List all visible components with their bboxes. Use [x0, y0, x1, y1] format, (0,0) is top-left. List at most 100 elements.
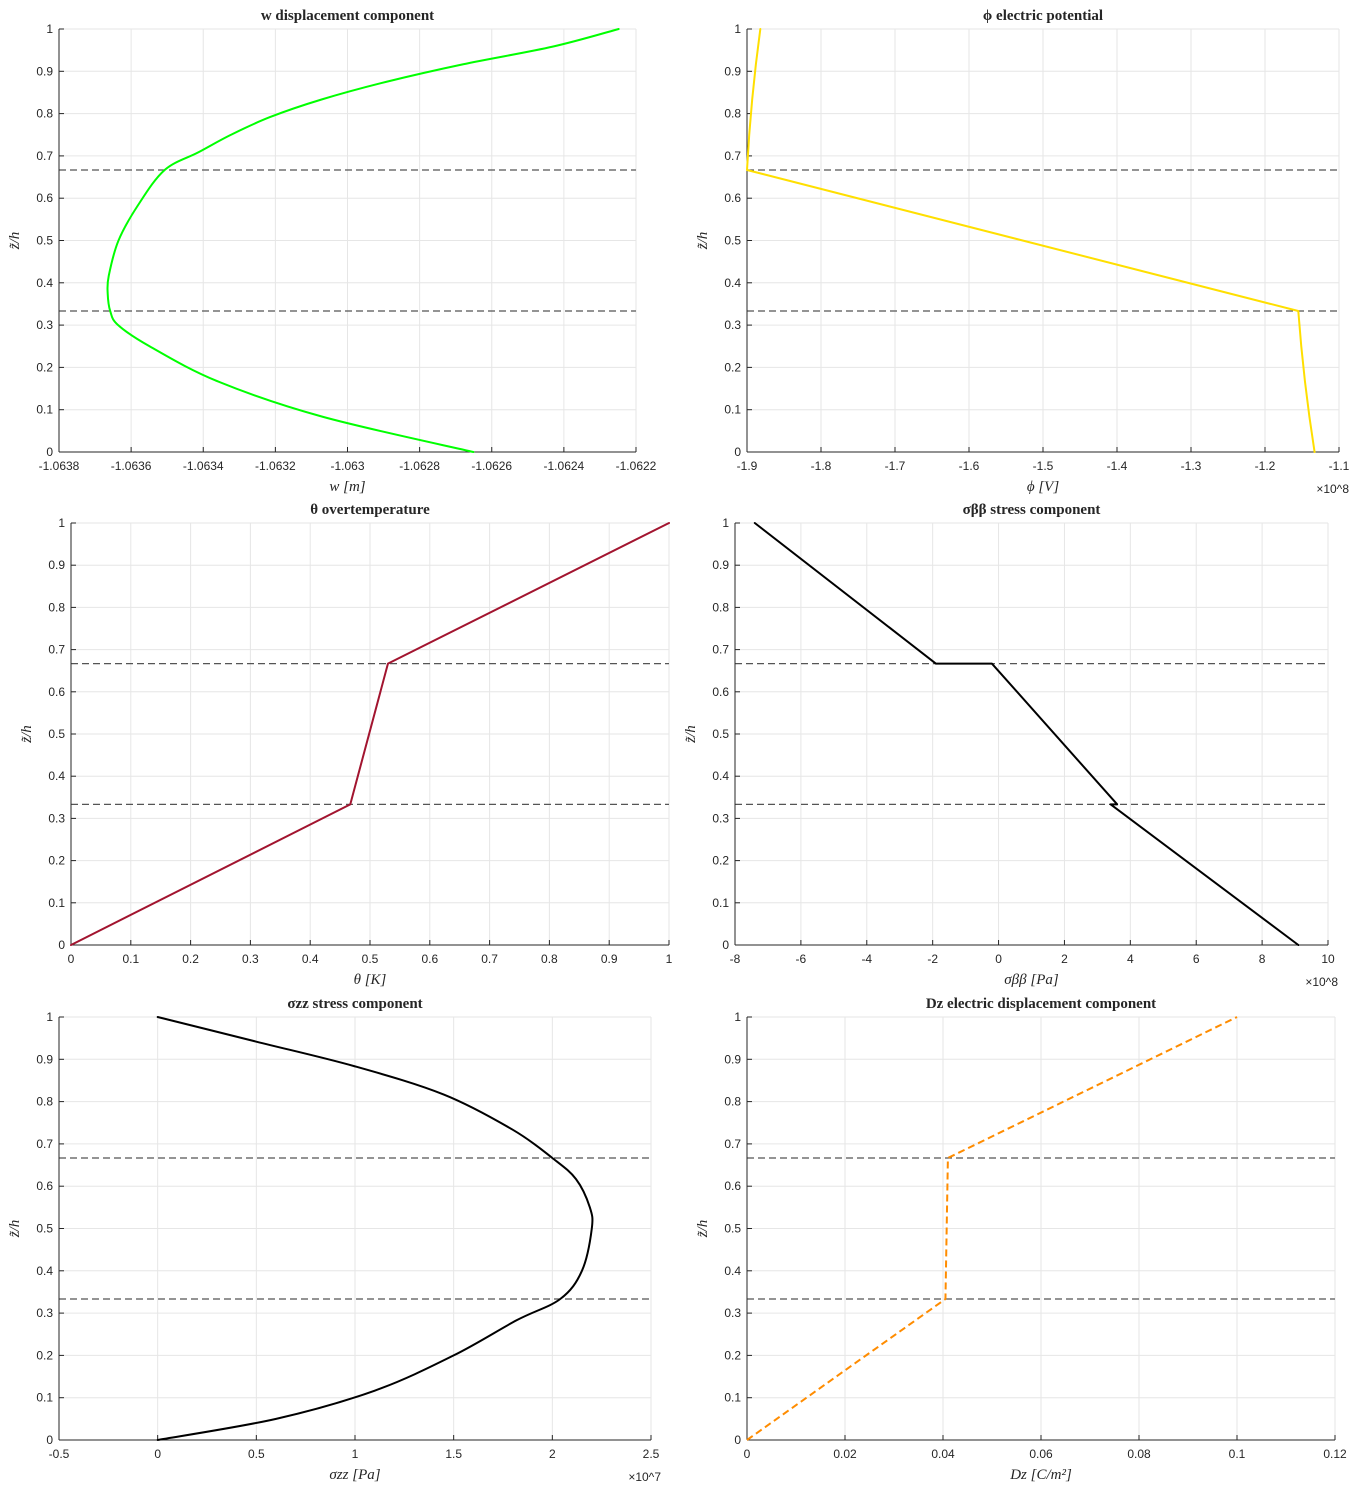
y-tick-label: 0.7: [712, 643, 729, 657]
x-tick-label: -1.2: [1255, 459, 1276, 473]
x-tick-label: 0.12: [1323, 1447, 1347, 1461]
y-tick-label: 0.3: [724, 1306, 741, 1320]
y-tick-label: 1: [46, 22, 53, 36]
series-line: [70, 522, 670, 946]
series-line: [746, 1016, 1238, 1441]
y-tick-label: 0.1: [712, 896, 729, 910]
y-tick-label: 0.4: [36, 276, 53, 290]
x-tick-label: 2: [1061, 952, 1068, 966]
y-tick-label: 0.6: [36, 1179, 53, 1193]
x-tick-label: 2.5: [643, 1447, 660, 1461]
chart-title: θ overtemperature: [310, 502, 430, 518]
x-tick-label: 0.3: [242, 952, 259, 966]
y-tick-label: 0.4: [724, 276, 741, 290]
y-tick-label: 0: [734, 445, 741, 459]
y-tick-label: 0.9: [724, 1052, 741, 1066]
chart-svg: -8 -6 -4 -2 0 2 4 6 8 10 0 0.1 0.2 0.3 0.4 0.5 0.6 0.7 0.8…: [683, 502, 1338, 989]
y-axis-label: z̃/h: [683, 725, 699, 744]
y-tick-label: 0: [58, 938, 65, 952]
y-axis-label: z̃/h: [7, 1220, 23, 1239]
y-tick-label: 0.4: [712, 769, 729, 783]
x-tick-label: -1.5: [1033, 459, 1054, 473]
y-tick-label: 0.9: [36, 1052, 53, 1066]
x-axis-label: σzz [Pa]: [329, 1467, 380, 1483]
y-tick-label: 0.5: [724, 1222, 741, 1236]
y-tick-label: 0.5: [36, 234, 53, 248]
x-axis-exponent: ×10^8: [1305, 975, 1338, 989]
x-tick-label: 0.08: [1127, 1447, 1151, 1461]
x-tick-label: 0: [995, 952, 1002, 966]
chart-panel-overtemperature: 0 0.1 0.2 0.3 0.4 0.5 0.6 0.7 0.8 0.9 1 0 0.1 0.2 0.3 0…: [0, 495, 683, 990]
chart-title: σββ stress component: [963, 502, 1101, 518]
x-tick-label: -1.063: [330, 459, 364, 473]
x-tick-label: -1.0626: [471, 459, 512, 473]
chart-title: σzz stress component: [287, 996, 422, 1012]
x-tick-label: -1.8: [811, 459, 832, 473]
y-axis-label: z̃/h: [7, 232, 23, 251]
y-tick-label: 1: [722, 516, 729, 530]
y-tick-label: 0.3: [712, 811, 729, 825]
y-tick-label: 1: [46, 1010, 53, 1024]
x-axis-label: w [m]: [329, 479, 365, 495]
series-line: [753, 522, 1300, 946]
y-tick-label: 0.3: [36, 1306, 53, 1320]
x-axis-exponent: ×10^7: [628, 1470, 661, 1484]
x-tick-label: 0.4: [302, 952, 319, 966]
x-tick-label: 0.1: [1229, 1447, 1246, 1461]
x-tick-label: 1: [352, 1447, 359, 1461]
y-tick-label: 0.7: [36, 1137, 53, 1151]
x-tick-label: -1.4: [1107, 459, 1128, 473]
chart-panel-electric-displacement: 0 0.02 0.04 0.06 0.08 0.1 0.12 0 0.1 0.2 0.3 0.4 0.5…: [683, 990, 1367, 1487]
x-tick-label: 0.9: [601, 952, 618, 966]
y-tick-label: 0.8: [36, 1095, 53, 1109]
series-line: [156, 1016, 594, 1441]
x-tick-label: -0.5: [49, 1447, 70, 1461]
y-tick-label: 0.7: [48, 643, 65, 657]
y-tick-label: 0.8: [48, 600, 65, 614]
y-tick-label: 0.2: [36, 1348, 53, 1362]
x-tick-label: -8: [730, 952, 741, 966]
y-tick-label: 0.8: [724, 107, 741, 121]
y-tick-label: 0.9: [712, 558, 729, 572]
x-tick-label: 6: [1193, 952, 1200, 966]
y-tick-label: 0.1: [36, 1391, 53, 1405]
y-tick-label: 0.6: [712, 685, 729, 699]
y-tick-label: 0.9: [724, 64, 741, 78]
x-tick-label: -2: [927, 952, 938, 966]
y-tick-label: 0.3: [36, 318, 53, 332]
y-tick-label: 0.1: [48, 896, 65, 910]
y-tick-label: 0.8: [724, 1095, 741, 1109]
x-tick-label: -1.0636: [111, 459, 152, 473]
chart-panel-electric-potential: -1.9 -1.8 -1.7 -1.6 -1.5 -1.4 -1.3 -1.2 -1.1 0 0.1…: [683, 0, 1367, 496]
x-tick-label: 0: [744, 1447, 751, 1461]
x-tick-label: -1.0628: [399, 459, 440, 473]
y-tick-label: 0.9: [36, 64, 53, 78]
y-tick-label: 0.5: [36, 1222, 53, 1236]
y-tick-label: 0.2: [724, 1348, 741, 1362]
x-tick-label: 4: [1127, 952, 1134, 966]
x-tick-label: 1.5: [445, 1447, 462, 1461]
x-tick-label: 0: [154, 1447, 161, 1461]
y-tick-label: 0.7: [36, 149, 53, 163]
x-tick-label: -6: [796, 952, 807, 966]
x-tick-label: 10: [1321, 952, 1335, 966]
x-tick-label: -1.0632: [255, 459, 296, 473]
chart-panel-sigma-zz: -0.5 0 0.5 1 1.5 2 2.5 0 0.1 0.2 0.3 0.4 0.5 0.6 0.7 0.…: [0, 990, 683, 1487]
x-tick-label: -4: [861, 952, 872, 966]
y-axis-label: z̃/h: [19, 725, 35, 744]
series-line: [106, 28, 620, 453]
x-tick-label: 0.06: [1029, 1447, 1053, 1461]
y-axis-label: z̃/h: [695, 1220, 711, 1239]
x-axis-label: θ [K]: [354, 972, 387, 988]
x-tick-label: -1.0638: [39, 459, 80, 473]
y-tick-label: 0.3: [48, 811, 65, 825]
chart-title: Dz electric displacement component: [926, 996, 1156, 1012]
chart-panel-w-displacement: -1.0638 -1.0636 -1.0634 -1.0632 -1.063 -1.062…: [0, 0, 683, 495]
x-tick-label: -1.3: [1181, 459, 1202, 473]
x-tick-label: 0.04: [931, 1447, 955, 1461]
x-tick-label: 8: [1259, 952, 1266, 966]
chart-svg: -0.5 0 0.5 1 1.5 2 2.500.10.20.30.40.50.60.70.…: [7, 996, 661, 1484]
y-tick-label: 0.1: [36, 403, 53, 417]
y-axis-label: z̃/h: [695, 232, 711, 251]
x-tick-label: 0.02: [833, 1447, 857, 1461]
